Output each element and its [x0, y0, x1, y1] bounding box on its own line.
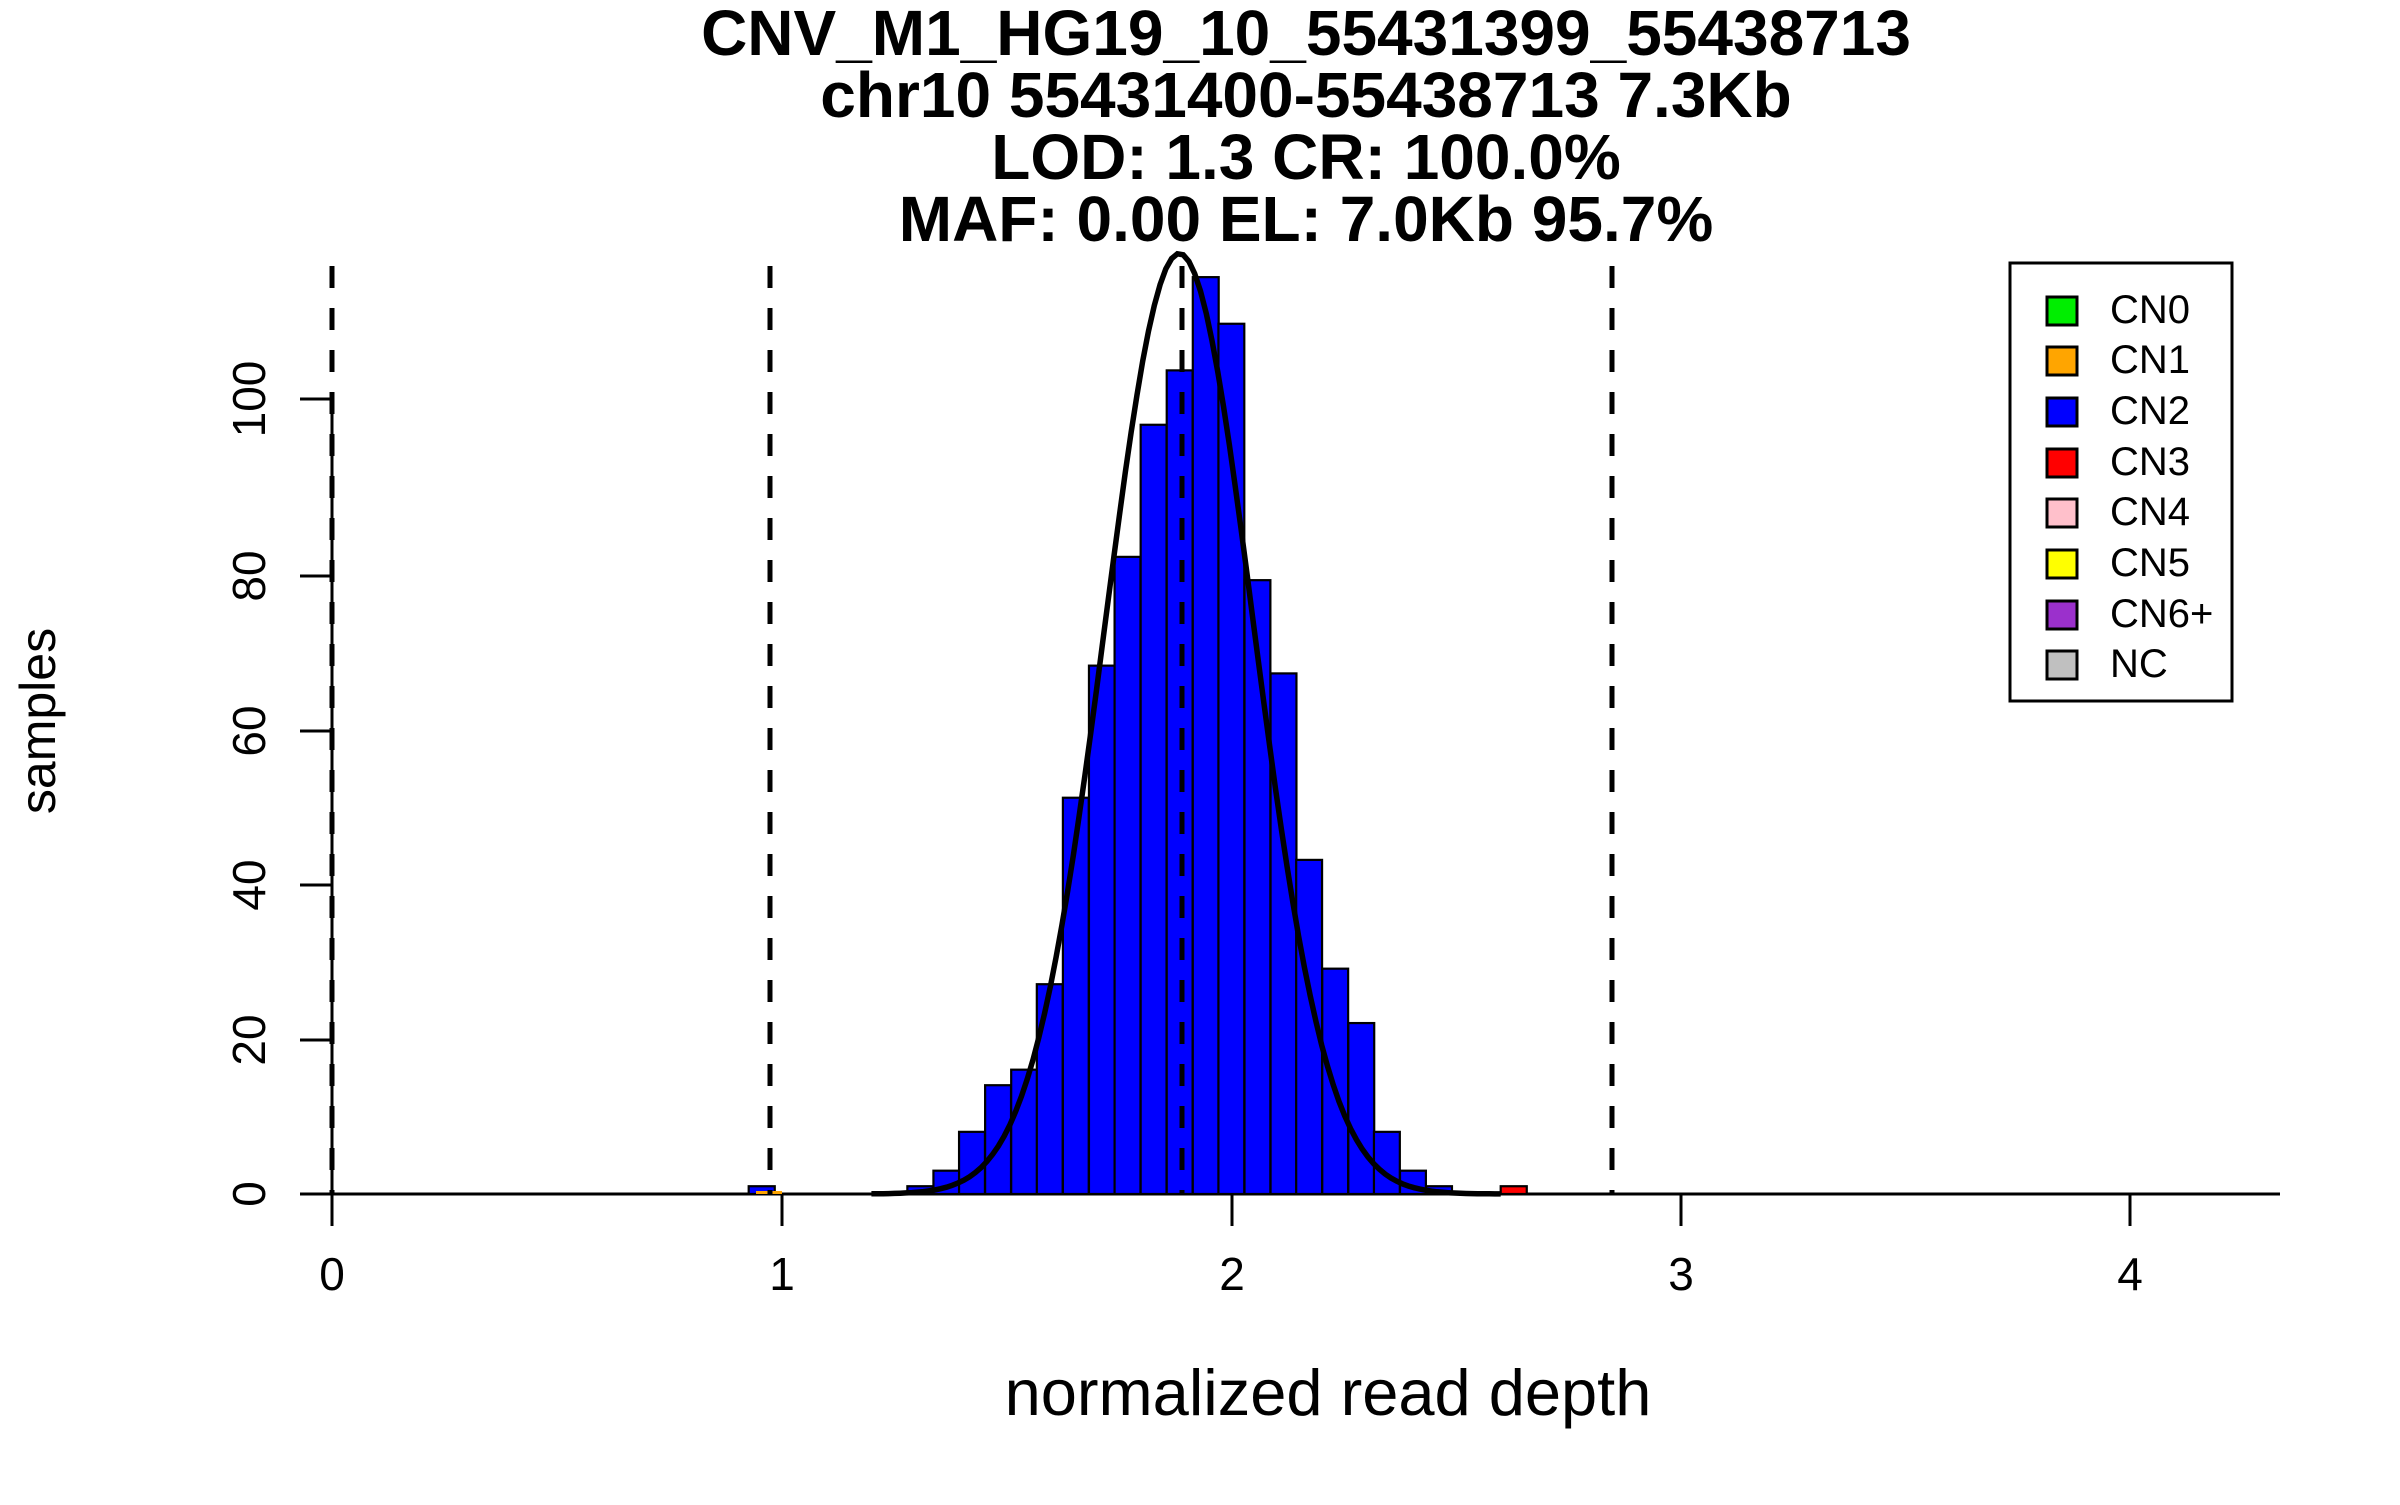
svg-text:samples: samples — [10, 628, 66, 814]
svg-text:3: 3 — [1668, 1248, 1694, 1300]
svg-text:CN6+: CN6+ — [2110, 592, 2213, 636]
svg-text:normalized read depth: normalized read depth — [1005, 1356, 1652, 1429]
svg-text:60: 60 — [223, 705, 275, 756]
svg-text:20: 20 — [223, 1014, 275, 1065]
svg-text:NC: NC — [2110, 642, 2168, 686]
svg-text:4: 4 — [2117, 1248, 2143, 1300]
svg-text:CN5: CN5 — [2110, 541, 2190, 585]
svg-text:MAF: 0.00 EL: 7.0Kb 95.7%: MAF: 0.00 EL: 7.0Kb 95.7% — [899, 183, 1713, 255]
svg-text:CN0: CN0 — [2110, 288, 2190, 332]
svg-text:80: 80 — [223, 550, 275, 601]
svg-text:0: 0 — [319, 1248, 345, 1300]
svg-text:CN1: CN1 — [2110, 338, 2190, 382]
svg-text:1: 1 — [769, 1248, 795, 1300]
svg-text:CN4: CN4 — [2110, 490, 2190, 534]
svg-text:CN2: CN2 — [2110, 389, 2190, 433]
svg-text:100: 100 — [223, 361, 275, 438]
svg-text:CN3: CN3 — [2110, 440, 2190, 484]
svg-text:40: 40 — [223, 859, 275, 910]
svg-text:0: 0 — [223, 1181, 275, 1207]
svg-text:2: 2 — [1219, 1248, 1245, 1300]
